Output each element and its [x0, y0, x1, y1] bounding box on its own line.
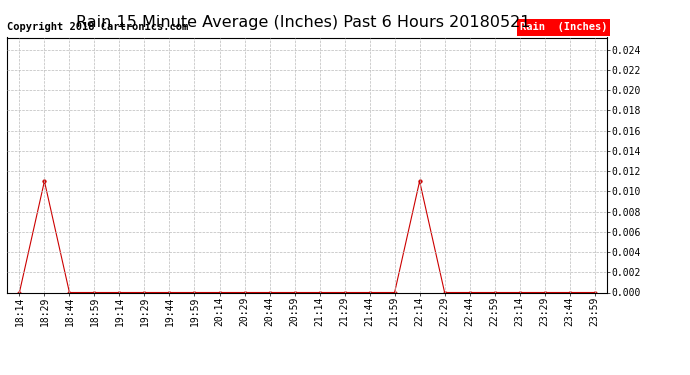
Text: Copyright 2018 Cartronics.com: Copyright 2018 Cartronics.com: [7, 22, 188, 32]
Text: Rain 15 Minute Average (Inches) Past 6 Hours 20180521: Rain 15 Minute Average (Inches) Past 6 H…: [77, 15, 531, 30]
Text: Rain  (Inches): Rain (Inches): [520, 22, 607, 32]
